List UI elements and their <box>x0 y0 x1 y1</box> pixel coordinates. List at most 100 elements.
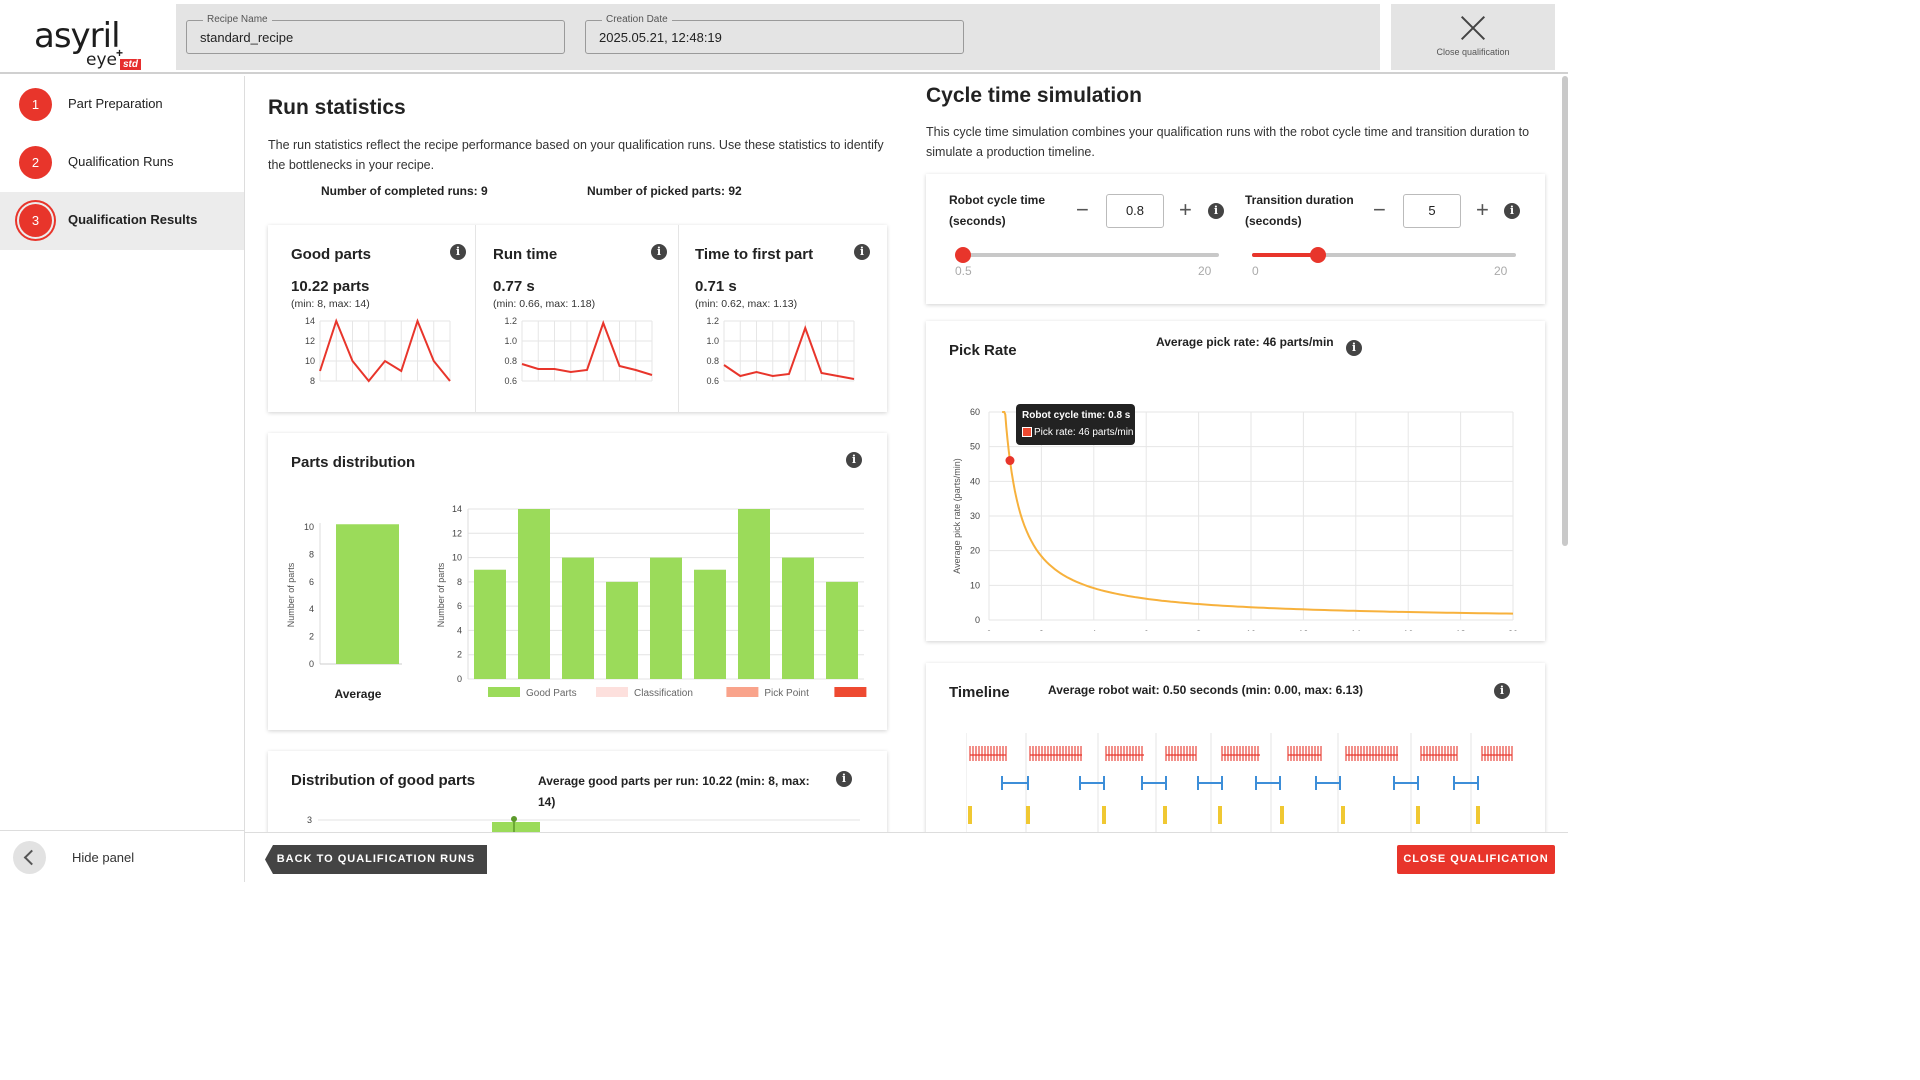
avg-y-tick: 4 <box>309 604 314 614</box>
recipe-name-label: Recipe Name <box>203 14 272 25</box>
metric-minmax: (min: 8, max: 14) <box>291 298 370 310</box>
transition-duration-decrement[interactable]: − <box>1373 197 1386 222</box>
pick-rate-chart: 0 2 4 6 8 10 12 14 16 18 20 0 10 20 30 40 50 60 Robot cycl… <box>952 407 1518 631</box>
recipe-name-field[interactable]: Recipe Name standard_recipe <box>186 14 565 54</box>
timeline-summary: Average robot wait: 0.50 seconds (min: 0… <box>1048 683 1363 697</box>
sparkline-series <box>521 320 653 376</box>
pick-x-tick: 14 <box>1351 629 1361 631</box>
recipe-name-value: standard_recipe <box>200 30 294 45</box>
dist-bar <box>650 557 682 679</box>
average-parts-chart: 0 2 4 6 8 10 Average Number of parts <box>286 522 402 701</box>
dist-y-tick: 10 <box>452 553 462 563</box>
cycle-time-simulation-description: This cycle time simulation combines your… <box>926 125 1530 159</box>
info-icon[interactable]: i <box>1208 203 1224 219</box>
timeline-wait-marker <box>1163 806 1167 824</box>
info-icon[interactable]: i <box>651 244 667 260</box>
dist-y-label: Number of parts <box>436 562 446 627</box>
info-icon[interactable]: i <box>1346 340 1362 356</box>
sparkline-y-tick: 1.0 <box>504 336 517 346</box>
timeline-wait-marker <box>1026 806 1030 824</box>
info-icon[interactable]: i <box>1504 203 1520 219</box>
pick-x-tick: 2 <box>1039 629 1044 631</box>
avg-y-tick: 8 <box>309 549 314 559</box>
info-icon[interactable]: i <box>450 244 466 260</box>
pick-y-tick: 10 <box>970 580 980 590</box>
metric-time-to-first-part: Time to first part i 0.71 s (min: 0.62, … <box>679 225 887 413</box>
transition-duration-input[interactable]: 5 <box>1403 194 1461 228</box>
pick-rate-title: Pick Rate <box>949 342 1017 359</box>
creation-date-label: Creation Date <box>602 14 672 25</box>
info-icon[interactable]: i <box>1494 683 1510 699</box>
robot-cycle-time-increment[interactable]: + <box>1179 197 1192 222</box>
robot-slider-min-label: 0.5 <box>955 264 972 278</box>
main-content: Run statistics The run statistics reflec… <box>245 76 1568 832</box>
legend-swatch <box>834 687 867 697</box>
back-to-qualification-runs-button[interactable]: BACK TO QUALIFICATION RUNS <box>265 845 487 874</box>
tooltip-value: Pick rate: 46 parts/min <box>1034 427 1134 438</box>
metric-run-time: Run time i 0.77 s (min: 0.66, max: 1.18)… <box>476 225 678 413</box>
close-qualification-label: Close qualification <box>1436 47 1510 57</box>
step-number-badge: 1 <box>19 88 52 121</box>
legend-label: Good Parts <box>526 688 577 699</box>
step-label: Qualification Results <box>68 212 198 227</box>
sidebar-step-qualification-results[interactable]: 3 Qualification Results <box>0 192 244 250</box>
run-statistics-title: Run statistics <box>268 96 406 119</box>
dist-bar <box>738 509 770 679</box>
timeline-wait-marker <box>1102 806 1106 824</box>
metric-divider <box>678 225 679 413</box>
robot-cycle-time-slider[interactable] <box>959 253 1219 257</box>
good-parts-distribution-summary: Average good parts per run: 10.22 (min: … <box>538 774 810 809</box>
timeline-wait-marker <box>968 806 972 824</box>
run-statistics-description: The run statistics reflect the recipe pe… <box>268 138 884 172</box>
pick-rate-card: Pick Rate Average pick rate: 46 parts/mi… <box>926 321 1545 641</box>
sidebar-step-part-preparation[interactable]: 1 Part Preparation <box>0 76 244 134</box>
transition-duration-increment[interactable]: + <box>1476 197 1489 222</box>
pick-x-tick: 4 <box>1091 629 1096 631</box>
pick-y-tick: 20 <box>970 546 980 556</box>
hide-panel-button[interactable]: Hide panel <box>0 830 244 882</box>
robot-cycle-time-slider-thumb[interactable] <box>954 247 971 263</box>
dist-y-tick: 14 <box>452 504 462 514</box>
sparkline-y-tick: 0.6 <box>706 376 719 385</box>
sparkline-y-tick: 1.0 <box>706 336 719 346</box>
vertical-scrollbar[interactable] <box>1562 76 1568 546</box>
metric-value: 10.22 parts <box>291 278 370 295</box>
dist-y-tick: 4 <box>457 625 462 635</box>
creation-date-value: 2025.05.21, 12:48:19 <box>599 30 722 45</box>
metric-minmax: (min: 0.66, max: 1.18) <box>493 298 596 310</box>
info-icon[interactable]: i <box>836 771 852 787</box>
simulation-controls-card: Robot cycle time (seconds) − 0.8 + i 0.5… <box>926 174 1545 304</box>
robot-cycle-time-input[interactable]: 0.8 <box>1106 194 1164 228</box>
creation-date-field[interactable]: Creation Date 2025.05.21, 12:48:19 <box>585 14 964 54</box>
dist-y-tick: 12 <box>452 528 462 538</box>
step-label: Qualification Runs <box>68 154 174 169</box>
pick-rate-current-point[interactable] <box>1005 456 1015 466</box>
parts-distribution-title: Parts distribution <box>291 454 416 471</box>
dist-bar <box>518 509 550 679</box>
close-qualification-button[interactable]: CLOSE QUALIFICATION <box>1397 845 1555 874</box>
info-icon[interactable]: i <box>846 452 862 468</box>
histogram-bar <box>492 822 540 832</box>
avg-y-tick: 6 <box>309 577 314 587</box>
legend-swatch <box>488 687 520 697</box>
avg-y-tick: 10 <box>304 522 314 532</box>
chevron-left-icon <box>13 841 46 874</box>
robot-cycle-time-decrement[interactable]: − <box>1076 197 1089 222</box>
transition-duration-slider-thumb[interactable] <box>1310 247 1326 263</box>
transition-slider-min-label: 0 <box>1252 264 1259 278</box>
parts-distribution-card: Parts distribution i 0 2 4 6 8 10 Average Numbe… <box>268 433 887 730</box>
step-number-badge: 3 <box>19 204 52 237</box>
good-parts-distribution-card: Distribution of good parts Average good … <box>268 751 887 832</box>
info-icon[interactable]: i <box>854 244 870 260</box>
transition-duration-slider[interactable] <box>1252 253 1516 257</box>
avg-bar <box>336 524 399 664</box>
legend-label: Pick Point <box>764 688 809 699</box>
close-icon <box>1459 14 1487 42</box>
tooltip-title: Robot cycle time: 0.8 s <box>1022 410 1131 421</box>
good-parts-distribution-title: Distribution of good parts <box>291 772 476 789</box>
pick-x-tick: 6 <box>1144 629 1149 631</box>
sidebar-step-qualification-runs[interactable]: 2 Qualification Runs <box>0 134 244 192</box>
sparkline-series <box>319 318 451 383</box>
close-qualification-top-button[interactable]: Close qualification <box>1391 4 1555 70</box>
sparkline-y-tick: 1.2 <box>706 316 719 326</box>
